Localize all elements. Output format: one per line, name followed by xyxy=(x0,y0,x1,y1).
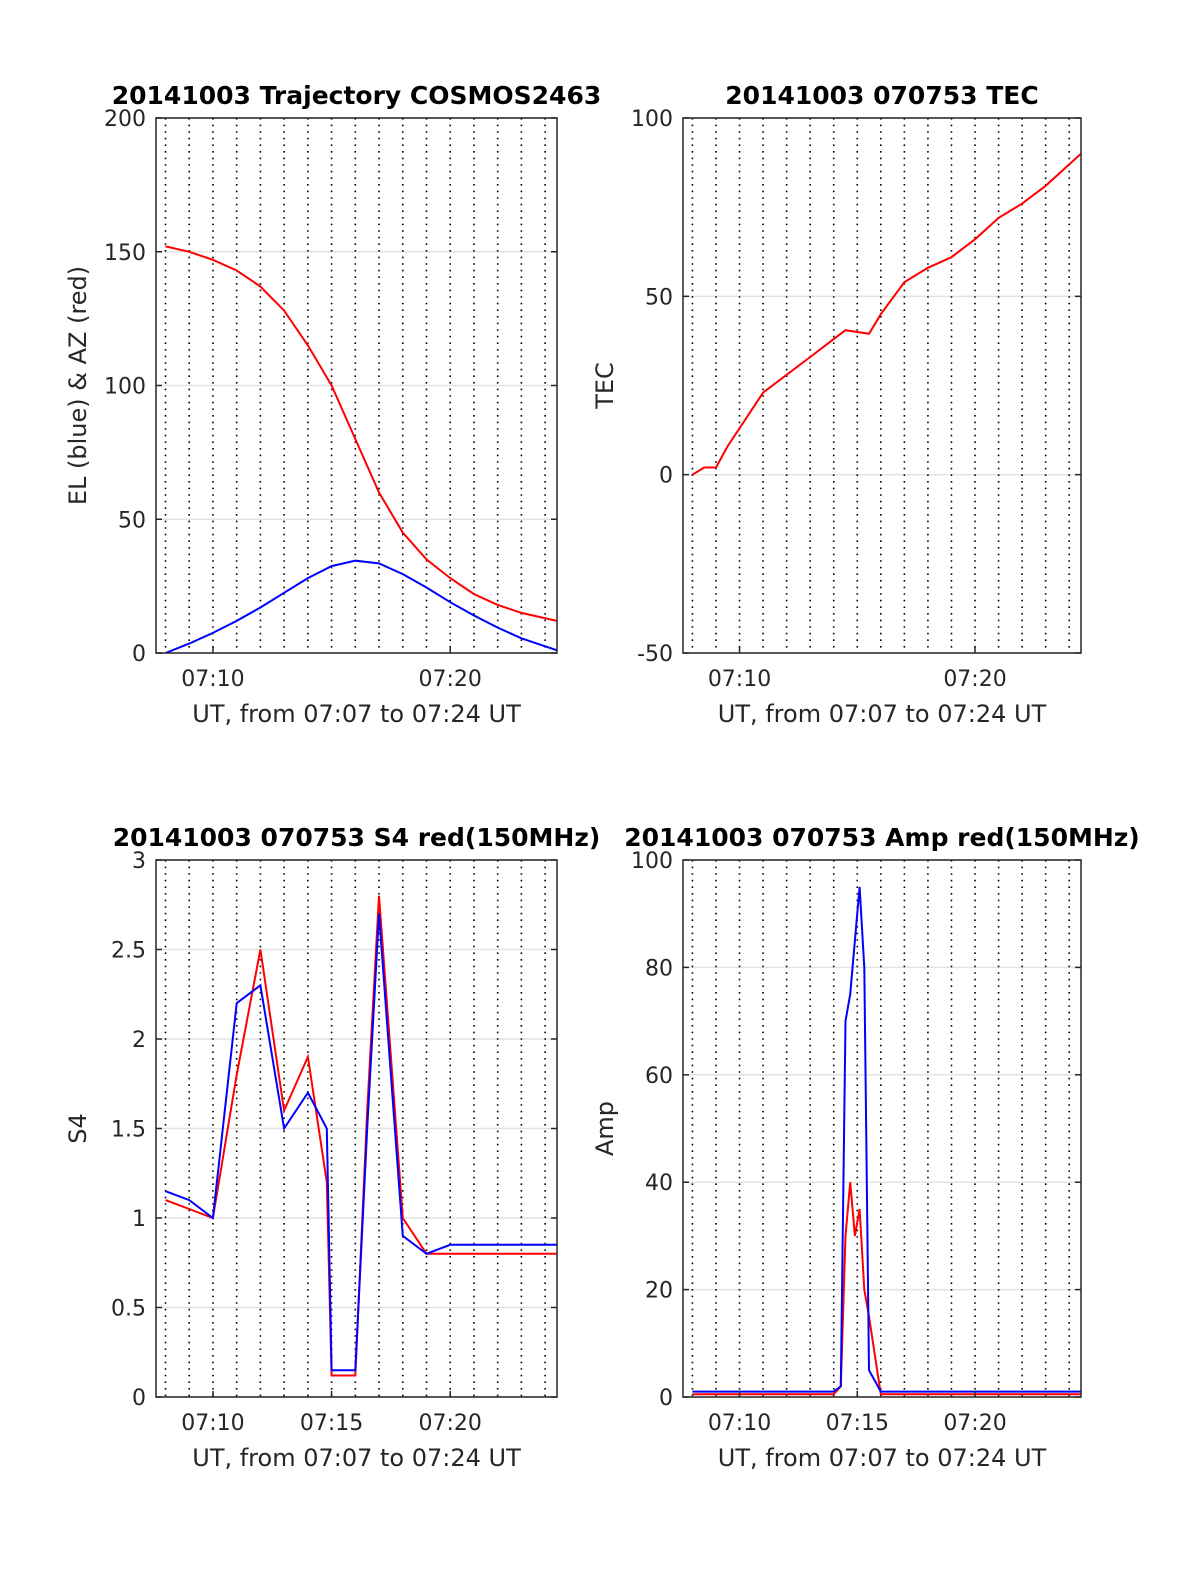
y-tick-label: 150 xyxy=(104,241,146,266)
chart-title: 20141003 070753 S4 red(150MHz) xyxy=(113,823,601,852)
y-axis-label: EL (blue) & AZ (red) xyxy=(64,266,92,505)
y-tick-label: 0 xyxy=(659,464,673,489)
y-tick-label: 2.5 xyxy=(111,939,146,964)
series-line-1 xyxy=(165,245,557,622)
axes-box xyxy=(682,859,1082,1398)
series-line-2 xyxy=(165,913,557,1372)
chart-title: 20141003 070753 TEC xyxy=(725,81,1038,110)
y-tick-label: 100 xyxy=(104,375,146,400)
chart-1: 0 50 100 150 200 07:10 07:20 UT, from 07:07 to … xyxy=(64,81,601,728)
series-line-1 xyxy=(691,152,1081,476)
y-tick-label: 1.5 xyxy=(111,1118,146,1143)
x-tick-label: 07:10 xyxy=(181,1411,244,1436)
y-tick-label: 50 xyxy=(118,508,146,533)
chart-title: 20141003 070753 Amp red(150MHz) xyxy=(624,823,1140,852)
y-tick-label: 0.5 xyxy=(111,1297,146,1322)
y-tick-label: 3 xyxy=(132,849,146,874)
x-tick-label: 07:15 xyxy=(826,1411,889,1436)
series-line-2 xyxy=(165,559,557,653)
x-tick-label: 07:20 xyxy=(943,667,1006,692)
y-axis-label: TEC xyxy=(591,362,619,410)
y-tick-label: 40 xyxy=(645,1171,673,1196)
axes-box xyxy=(682,117,1082,654)
x-tick-label: 07:20 xyxy=(419,1411,482,1436)
y-tick-label: 200 xyxy=(104,107,146,132)
x-axis-label: UT, from 07:07 to 07:24 UT xyxy=(718,1444,1047,1472)
x-tick-label: 07:10 xyxy=(181,667,244,692)
chart-title: 20141003 Trajectory COSMOS2463 xyxy=(112,81,602,110)
y-tick-label: 2 xyxy=(132,1028,146,1053)
x-tick-label: 07:20 xyxy=(419,667,482,692)
x-tick-label: 07:15 xyxy=(300,1411,363,1436)
x-axis-label: UT, from 07:07 to 07:24 UT xyxy=(192,700,521,728)
x-axis-label: UT, from 07:07 to 07:24 UT xyxy=(192,1444,521,1472)
y-tick-label: 0 xyxy=(132,1386,146,1411)
y-tick-label: 100 xyxy=(631,849,673,874)
y-tick-label: 80 xyxy=(645,956,673,981)
y-tick-label: 50 xyxy=(645,285,673,310)
chart-3: 0 0.5 1 1.5 2 2.5 3 07:10 07:15 07:20 UT, from 07:… xyxy=(64,823,600,1472)
x-tick-label: 07:10 xyxy=(708,667,771,692)
y-axis-label: S4 xyxy=(64,1113,92,1144)
y-tick-label: 0 xyxy=(132,642,146,667)
y-tick-label: 100 xyxy=(631,107,673,132)
y-tick-label: 20 xyxy=(645,1279,673,1304)
y-tick-label: 60 xyxy=(645,1064,673,1089)
chart-2: -50 0 50 100 07:10 07:20 UT, from 07:07 to 07:… xyxy=(591,81,1082,728)
x-tick-label: 07:20 xyxy=(943,1411,1006,1436)
y-axis-label: Amp xyxy=(591,1101,619,1156)
x-axis-label: UT, from 07:07 to 07:24 UT xyxy=(718,700,1047,728)
y-tick-label: -50 xyxy=(637,642,673,667)
y-tick-label: 1 xyxy=(132,1207,146,1232)
x-tick-label: 07:10 xyxy=(708,1411,771,1436)
series-line-2 xyxy=(692,886,1081,1393)
chart-4: 0 20 40 60 80 100 07:10 07:15 07:20 UT, from 07:0… xyxy=(591,823,1140,1472)
y-tick-label: 0 xyxy=(659,1386,673,1411)
